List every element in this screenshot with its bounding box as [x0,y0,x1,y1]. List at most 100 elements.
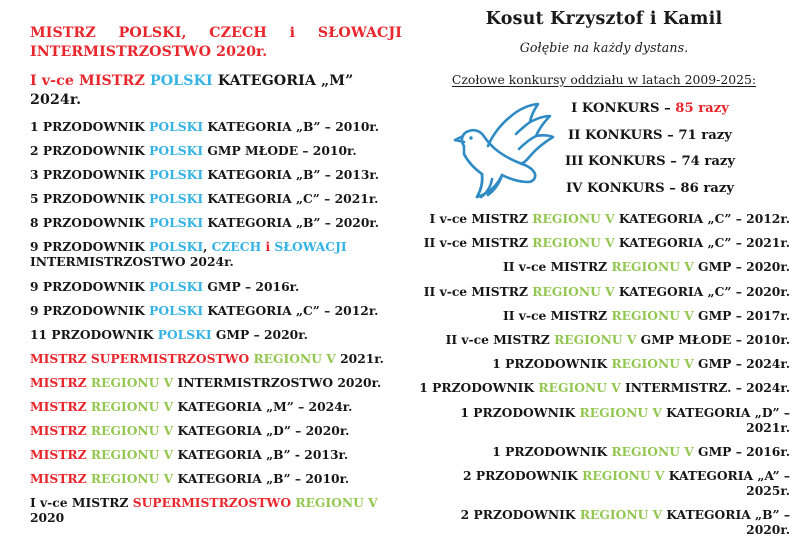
text-run-green: REGIONU V [611,259,694,275]
text-run-black: KATEGORIA „B” – 2010r. [173,471,350,487]
text-run-black: 3 PRZODOWNIK [30,167,150,183]
left-achievement-item: 9 PRZODOWNIK POLSKI GMP – 2016r. [30,279,402,294]
text-run-black: 9 PRZODOWNIK [30,302,150,318]
text-run-blue: POLSKI [149,215,204,231]
text-run-red: MISTRZ [30,374,91,390]
text-run-black: 9 PRZODOWNIK [30,278,150,294]
text-run-black: 2 PRZODOWNIK [460,507,580,523]
konkurs-summary-block: I KONKURS – 85 razy II KONKURS – 71 razy I… [418,100,790,208]
text-run-black: GMP – 2016r. [693,443,790,459]
right-achievement-item: 1 PRZODOWNIK REGIONU V KATEGORIA „D” – 2… [418,405,790,435]
left-achievement-item: MISTRZ REGIONU V KATEGORIA „D” – 2020r. [30,423,402,438]
text-run-black: III KONKURS – 74 razy [564,154,736,169]
text-run-green: REGIONU V [90,399,174,415]
text-run-black: II KONKURS – 71 razy [568,127,732,143]
left-achievement-item: MISTRZ REGIONU V KATEGORIA „B” – 2010r. [30,471,402,486]
text-run-black: 1 PRZODOWNIK [492,356,612,372]
text-run-black: GMP – 2020r. [693,259,790,275]
text-run-green: REGIONU V [90,374,174,390]
left-achievement-item: 9 PRZODOWNIK POLSKI, CZECH i SŁOWACJI IN… [30,239,402,269]
text-run-black: GMP MŁODE – 2010r. [636,331,790,347]
text-run-green: REGIONU V [582,467,665,483]
text-run-red: SUPERMISTRZOSTWO [132,495,296,511]
right-achievement-item: II v-ce MISTRZ REGIONU V KATEGORIA „C” –… [418,235,790,250]
text-run-black: , [203,239,212,255]
konkurs-count-list: I KONKURS – 85 razy II KONKURS – 71 razy I… [418,100,790,197]
text-run-black: 1 PRZODOWNIK [492,443,612,459]
text-run-black: IV KONKURS – 86 razy [566,180,734,196]
left-achievement-item: MISTRZ REGIONU V KATEGORIA „M” – 2024r. [30,399,402,414]
text-run-black: KATEGORIA „C” – 2021r. [614,235,790,251]
right-info-column: Kosut Krzysztof i Kamil Gołębie na każdy… [418,8,790,546]
left-achievement-list: 1 PRZODOWNIK POLSKI KATEGORIA „B” – 2010… [30,119,402,525]
text-run-black: II v-ce MISTRZ [445,331,555,347]
text-run-red: I v-ce MISTRZ [30,73,150,89]
text-run-blue: POLSKI [149,73,213,89]
text-run-black: 8 PRZODOWNIK [30,215,150,231]
text-run-red: MISTRZ [30,423,91,439]
text-run-red: MISTRZ [30,399,91,415]
text-run-green: REGIONU V [538,380,621,396]
text-run-black: GMP MŁODE – 2010r. [203,143,357,159]
text-run-black: INTERMISTRZOSTWO 2024r. [30,254,234,270]
text-run-red: MISTRZ SUPERMISTRZOSTWO [30,350,254,366]
left-achievement-item: MISTRZ SUPERMISTRZOSTWO REGIONU V 2021r. [30,351,402,366]
left-achievement-item: 3 PRZODOWNIK POLSKI KATEGORIA „B” – 2013… [30,167,402,182]
left-achievement-item: MISTRZ REGIONU V INTERMISTRZOSTWO 2020r. [30,375,402,390]
right-achievement-item: I v-ce MISTRZ REGIONU V KATEGORIA „C” – … [418,211,790,226]
text-run-black: KATEGORIA „A” – 2025r. [664,467,790,498]
text-run-green: REGIONU V [611,356,694,372]
left-achievement-item: 1 PRZODOWNIK POLSKI KATEGORIA „B” – 2010… [30,119,402,134]
headline-vice-champion: I v-ce MISTRZ POLSKI KATEGORIA „M” 2024r… [30,72,402,110]
text-run-blue: POLSKI [149,239,204,255]
text-run-green: REGIONU V [90,447,174,463]
text-run-green: REGIONU V [532,283,615,299]
text-run-black: KATEGORIA „D” – 2021r. [661,404,790,435]
text-run-black: KATEGORIA „C” – 2021r. [203,191,379,207]
page-title: Kosut Krzysztof i Kamil [485,9,723,29]
text-run-black: KATEGORIA „C” – 2012r. [614,211,790,226]
text-run-blue: POLSKI [149,191,204,207]
right-achievement-item: 1 PRZODOWNIK REGIONU V GMP – 2016r. [418,444,790,459]
text-run-black: GMP – 2016r. [203,278,300,294]
text-run-black: KATEGORIA „B” – 2010r. [203,119,380,134]
text-run-black: KATEGORIA „B” – 2020r. [662,507,790,538]
text-run-green: REGIONU V [611,443,694,459]
text-run-green: REGIONU V [554,331,637,347]
text-run-green: REGIONU V [611,307,694,323]
text-run-blue: POLSKI [149,302,204,318]
text-run-black: KATEGORIA „D” – 2020r. [173,423,350,439]
text-run-black: GMP – 2020r. [211,326,308,342]
headline-national-champion: MISTRZ POLSKI, CZECH i SŁOWACJI INTERMIS… [30,24,402,62]
left-achievements-column: MISTRZ POLSKI, CZECH i SŁOWACJI INTERMIS… [30,24,402,535]
section-heading-top-contests: Czołowe konkursy oddziału w latach 2009-… [451,72,757,87]
text-run-black: KATEGORIA „C” – 2020r. [614,283,790,299]
text-run-green: REGIONU V [90,423,174,439]
text-run-black: I v-ce MISTRZ [30,495,133,511]
text-run-black: 11 PRZODOWNIK [30,326,158,342]
konkurs-item: II KONKURS – 71 razy [510,127,790,144]
text-run-black: 1 PRZODOWNIK [30,119,150,134]
right-achievement-item: II v-ce MISTRZ REGIONU V GMP – 2017r. [418,308,790,323]
text-run-blue: POLSKI [149,167,204,183]
section-heading-wrapper: Czołowe konkursy oddziału w latach 2009-… [418,69,790,88]
text-run-blue: SŁOWACJI [274,239,347,255]
text-run-red: MISTRZ POLSKI, CZECH i SŁOWACJI INTERMIS… [30,25,402,60]
text-run-green: REGIONU V [532,235,615,251]
text-run-black: 2020 [30,510,65,526]
right-achievement-item: II v-ce MISTRZ REGIONU V KATEGORIA „C” –… [418,284,790,299]
text-run-black: INTERMISTRZOSTWO 2020r. [173,374,382,390]
text-run-black: KATEGORIA „M” 2024r. [30,73,354,108]
right-achievement-list: I v-ce MISTRZ REGIONU V KATEGORIA „C” – … [418,211,790,537]
text-run-blue: POLSKI [157,326,212,342]
text-run-green: REGIONU V [90,471,174,487]
left-achievement-item: 5 PRZODOWNIK POLSKI KATEGORIA „C” – 2021… [30,191,402,206]
text-run-black: GMP – 2024r. [693,356,790,372]
left-achievement-item: MISTRZ REGIONU V KATEGORIA „B” - 2013r. [30,447,402,462]
left-achievement-item: 2 PRZODOWNIK POLSKI GMP MŁODE – 2010r. [30,143,402,158]
left-achievement-item: I v-ce MISTRZ SUPERMISTRZOSTWO REGIONU V… [30,495,402,525]
left-achievement-item: 9 PRZODOWNIK POLSKI KATEGORIA „C” – 2012… [30,303,402,318]
text-run-green: REGIONU V [532,211,615,226]
konkurs-item: IV KONKURS – 86 razy [510,180,790,197]
text-run-black: KATEGORIA „B” - 2013r. [173,447,349,463]
